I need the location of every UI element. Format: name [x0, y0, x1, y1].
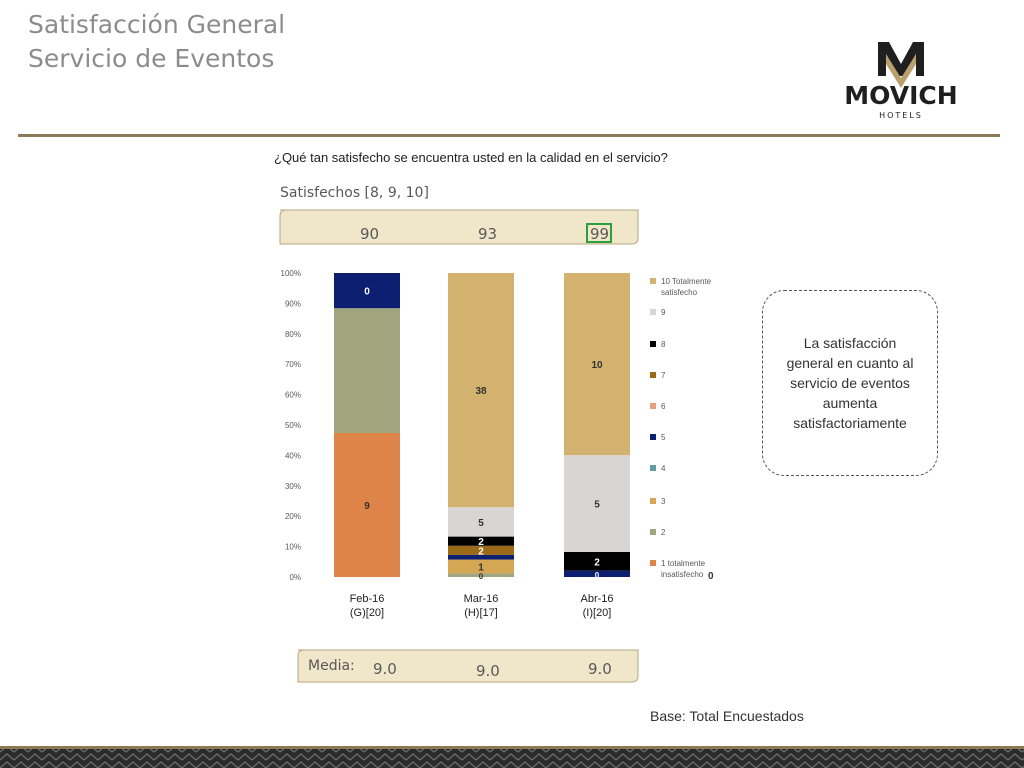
satisfied-value-abr: 99	[590, 225, 610, 243]
bar-segment	[564, 551, 630, 571]
media-label: Media:	[308, 658, 355, 674]
data-label: 5	[478, 518, 484, 529]
data-label: 1	[478, 562, 484, 573]
data-label: 2	[594, 557, 600, 568]
y-tick-label: 0%	[289, 573, 301, 582]
data-label: 9	[364, 501, 370, 512]
legend-swatch	[650, 278, 656, 284]
y-tick-label: 50%	[285, 421, 301, 430]
base-note: Base: Total Encuestados	[650, 708, 804, 724]
category-label: (G)[20]	[350, 607, 384, 619]
movich-logo: MOVICH HOTELS	[844, 42, 958, 120]
page-title-line1: Satisfacción General	[28, 10, 286, 39]
bar-segment	[564, 455, 630, 552]
bar-segment	[564, 273, 630, 456]
category-label: Feb-16	[350, 593, 385, 605]
legend-label: 8	[661, 340, 666, 349]
satisfied-value-mar: 93	[478, 225, 498, 243]
y-tick-label: 70%	[285, 360, 301, 369]
legend-label: 7	[661, 371, 666, 380]
y-tick-label: 60%	[285, 391, 301, 400]
legend-label: 5	[661, 433, 666, 442]
legend-label: satisfecho	[661, 288, 698, 297]
data-label: 2	[478, 546, 484, 557]
data-label: 0	[595, 571, 600, 580]
legend-label: 6	[661, 402, 666, 411]
bar-segment	[448, 545, 514, 555]
legend-label: 1 totalmente	[661, 559, 706, 568]
legend-swatch	[650, 341, 656, 347]
bar-segment	[448, 507, 514, 537]
data-label: 10	[591, 360, 603, 371]
legend-label: 9	[661, 308, 666, 317]
y-tick-label: 20%	[285, 512, 301, 521]
legend-label: 3	[661, 497, 666, 506]
bar-segment	[564, 570, 630, 577]
survey-question: ¿Qué tan satisfecho se encuentra usted e…	[274, 150, 668, 165]
y-tick-label: 90%	[285, 299, 301, 308]
legend-extra-label: 0	[708, 571, 714, 582]
legend-swatch	[650, 372, 656, 378]
legend-label: 10 Totalmente	[661, 277, 712, 286]
bar-segment	[448, 554, 514, 560]
header-divider	[18, 134, 1000, 137]
footer-pattern	[0, 746, 1024, 768]
y-tick-label: 100%	[281, 269, 301, 278]
legend-label: 4	[661, 464, 666, 473]
bar-segment	[448, 273, 514, 508]
data-label: 2	[478, 537, 484, 548]
legend-label: insatisfecho	[661, 570, 704, 579]
satisfaction-chart: 0% 10% 20% 30% 40% 50% 60% 70% 80% 90% 100% 9 0 Feb-1…	[281, 269, 714, 619]
page-title-line2: Servicio de Eventos	[28, 44, 275, 73]
satisfied-value-feb: 90	[360, 225, 380, 243]
satisfied-label: Satisfechos [8, 9, 10]	[280, 185, 429, 201]
y-tick-label: 40%	[285, 451, 301, 460]
legend-swatch	[650, 498, 656, 504]
highlight-box	[586, 223, 612, 243]
bar-segment	[448, 573, 514, 577]
legend-label: 2	[661, 528, 666, 537]
bar-segment	[334, 273, 400, 309]
legend-swatch	[650, 529, 656, 535]
media-value-mar: 9.0	[476, 662, 500, 680]
insight-text: La satisfacción general en cuanto al ser…	[786, 335, 914, 431]
logo-wordmark: MOVICH	[844, 81, 957, 110]
legend-swatch	[650, 560, 656, 566]
data-label: 0	[479, 572, 484, 581]
media-value-abr: 9.0	[588, 660, 612, 678]
y-tick-label: 30%	[285, 482, 301, 491]
legend-swatch	[650, 403, 656, 409]
category-label: (H)[17]	[464, 607, 498, 619]
category-label: Abr-16	[580, 593, 613, 605]
satisfied-box	[279, 209, 639, 245]
media-value-feb: 9.0	[373, 660, 397, 678]
y-tick-label: 80%	[285, 330, 301, 339]
y-tick-label: 10%	[285, 543, 301, 552]
category-label: Mar-16	[464, 593, 499, 605]
bar-segment	[448, 536, 514, 546]
legend-swatch	[650, 309, 656, 315]
bar-segment	[334, 308, 400, 433]
data-label: 5	[594, 500, 600, 511]
category-label: (I)[20]	[583, 607, 612, 619]
legend-swatch	[650, 434, 656, 440]
data-label: 0	[364, 287, 370, 298]
bar-segment	[334, 433, 400, 577]
data-label: 38	[475, 386, 487, 397]
bar-segment	[448, 559, 514, 574]
logo-subtitle: HOTELS	[879, 111, 923, 120]
media-box	[297, 649, 639, 683]
legend-swatch	[650, 465, 656, 471]
insight-callout: La satisfacción general en cuanto al ser…	[762, 290, 938, 476]
